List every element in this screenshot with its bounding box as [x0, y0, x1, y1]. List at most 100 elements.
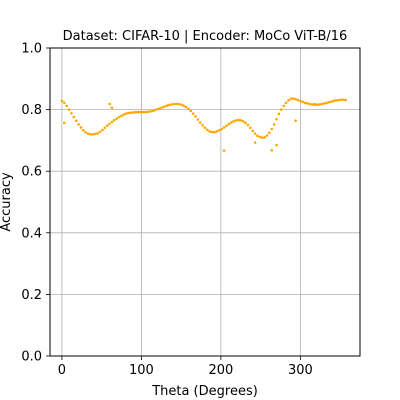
data-point: [275, 117, 278, 121]
data-point: [167, 103, 171, 107]
data-point: [215, 130, 219, 133]
data-point: [263, 136, 266, 139]
y-tick-label: 0.6: [21, 165, 42, 180]
data-point: [258, 135, 262, 139]
data-point: [179, 103, 183, 106]
data-point: [103, 126, 107, 130]
data-point: [244, 121, 247, 125]
data-point: [89, 132, 92, 136]
data-point: [225, 124, 228, 128]
data-point: [177, 102, 181, 106]
data-point: [246, 123, 250, 127]
data-point: [320, 102, 324, 106]
data-point: [117, 115, 121, 119]
data-point: [315, 103, 319, 106]
data-point: [253, 141, 257, 144]
data-point: [213, 130, 216, 134]
data-point: [63, 101, 66, 105]
data-point: [105, 124, 109, 127]
data-point: [136, 110, 140, 114]
data-point: [318, 103, 321, 106]
data-point: [322, 102, 326, 105]
data-point: [291, 97, 295, 100]
data-point: [170, 103, 173, 106]
data-point: [108, 102, 111, 106]
data-point: [268, 131, 271, 134]
data-point: [108, 122, 111, 126]
data-point: [198, 121, 202, 124]
data-point: [280, 108, 283, 111]
data-point: [184, 105, 188, 109]
x-tick-label: 200: [208, 363, 233, 378]
data-point: [82, 128, 85, 132]
data-point: [287, 99, 290, 102]
data-point: [334, 99, 338, 102]
data-point: [151, 109, 154, 113]
data-point: [303, 101, 307, 105]
y-tick-label: 0.0: [21, 350, 42, 365]
data-point: [175, 102, 178, 106]
data-point: [67, 108, 71, 111]
data-point: [115, 117, 119, 120]
data-point: [206, 128, 209, 132]
y-tick-label: 0.4: [21, 226, 42, 241]
data-point: [218, 128, 221, 132]
data-point: [187, 107, 190, 110]
data-point: [113, 118, 116, 122]
data-point: [160, 106, 164, 109]
data-point: [327, 100, 331, 104]
data-point: [332, 99, 336, 103]
data-point: [342, 98, 345, 102]
data-point: [296, 98, 300, 102]
data-point: [98, 130, 102, 134]
y-axis-label: Accuracy: [0, 172, 14, 232]
data-point: [282, 104, 285, 108]
data-point: [270, 148, 274, 152]
data-point: [222, 149, 226, 152]
data-point: [201, 124, 204, 127]
data-point: [86, 132, 90, 135]
data-point: [339, 98, 343, 102]
data-point: [337, 98, 340, 102]
data-point: [94, 132, 97, 136]
data-point: [277, 112, 281, 116]
data-point: [249, 126, 252, 130]
data-point: [265, 134, 269, 137]
data-point: [182, 104, 185, 107]
data-point: [203, 126, 207, 130]
data-point: [232, 120, 235, 123]
data-point: [239, 119, 243, 122]
data-point: [172, 102, 176, 106]
chart-title: Dataset: CIFAR-10 | Encoder: MoCo ViT-B/…: [63, 29, 348, 44]
data-point: [148, 110, 152, 113]
data-points: [60, 97, 347, 152]
data-point: [163, 105, 166, 108]
data-point: [220, 127, 223, 131]
data-point: [77, 123, 80, 126]
data-point: [260, 136, 264, 139]
data-point: [146, 110, 150, 114]
data-point: [110, 106, 114, 110]
data-point: [156, 107, 159, 111]
data-point: [237, 118, 240, 122]
data-point: [165, 104, 169, 107]
data-point: [344, 98, 347, 102]
data-point: [306, 102, 309, 105]
data-point: [256, 134, 259, 138]
data-point: [330, 100, 333, 103]
plot-frame: [49, 47, 361, 357]
data-point: [84, 131, 88, 134]
data-point: [194, 115, 197, 118]
data-point: [251, 129, 254, 133]
data-point: [325, 101, 328, 105]
data-point: [158, 107, 161, 110]
x-axis-label: Theta (Degrees): [151, 384, 258, 399]
data-point: [101, 128, 104, 132]
data-point: [72, 115, 76, 119]
data-point: [229, 121, 233, 124]
data-point: [253, 132, 257, 135]
data-point: [153, 108, 157, 112]
data-point: [122, 113, 126, 116]
